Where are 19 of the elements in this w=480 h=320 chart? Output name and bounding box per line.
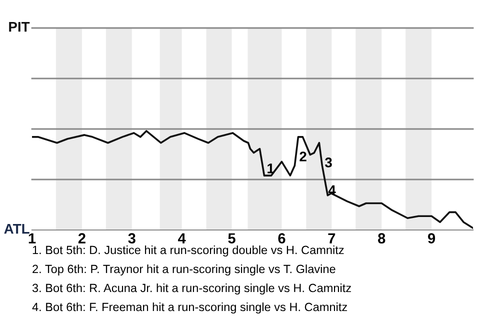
x-tick-label: 2 [78, 233, 86, 244]
text: 2. Top 6th: P. Traynor hit a run-scoring single vs T. Glavine [32, 264, 336, 276]
x-tick-label: 1 [28, 233, 36, 244]
text: 3. Bot 6th: R. Acuna Jr. hit a run-scoring single vs H. Camnitz [32, 283, 351, 295]
x-tick-label: 8 [378, 233, 386, 244]
ref-line-label: PIT [9, 22, 30, 32]
x-tick-label: 3 [128, 233, 136, 244]
x-tick-label: 9 [428, 233, 436, 244]
annotation: 3 [324, 158, 332, 168]
x-tick-label: 7 [328, 233, 336, 244]
text: 4. Bot 6th: F. Freeman hit a run-scoring single vs H. Camnitz [32, 302, 348, 314]
annotation: 2 [300, 152, 306, 162]
x-tick-label: 4 [178, 233, 186, 244]
text: 1. Bot 5th: D. Justice hit a run-scoring double vs H. Camnitz [32, 245, 344, 257]
y-axis-title: ATL [4, 224, 30, 234]
annotation: 1 [268, 164, 274, 174]
annotation: 4 [328, 185, 336, 195]
x-tick-label: 5 [228, 233, 236, 244]
x-tick-label: 6 [278, 233, 286, 244]
